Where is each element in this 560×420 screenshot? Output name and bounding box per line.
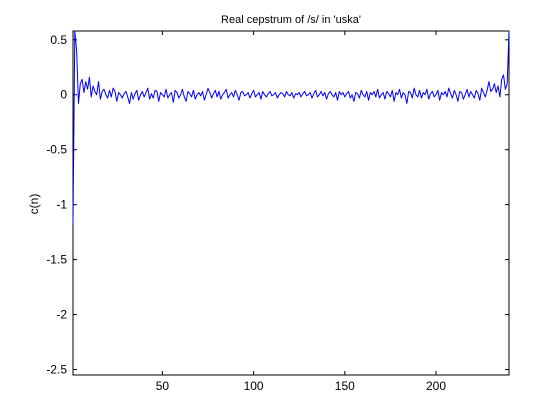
y-tick-labels: 0.5 0 -0.5 -1 -1.5 -2 -2.5 <box>46 33 67 377</box>
series-layer <box>72 30 510 225</box>
y-tick-label: 0 <box>60 88 67 102</box>
tick-marks <box>73 31 509 375</box>
y-axis-label: c(n) <box>27 194 41 215</box>
y-tick-label: 0.5 <box>50 33 67 47</box>
y-tick-label: -2.5 <box>46 363 67 377</box>
axes-box <box>72 30 510 376</box>
y-tick-label: -0.5 <box>46 143 67 157</box>
chart-title: Real cepstrum of /s/ in 'uska' <box>221 14 361 26</box>
x-tick-label: 150 <box>335 379 355 393</box>
y-tick-label: -1.5 <box>46 253 67 267</box>
y-tick-label: -2 <box>56 308 67 322</box>
y-tick-label: -1 <box>56 198 67 212</box>
cepstrum-line <box>72 30 510 225</box>
x-tick-label: 50 <box>156 379 170 393</box>
x-tick-label: 100 <box>244 379 264 393</box>
x-tick-labels: 50 100 150 200 <box>156 379 447 393</box>
x-tick-label: 200 <box>426 379 446 393</box>
